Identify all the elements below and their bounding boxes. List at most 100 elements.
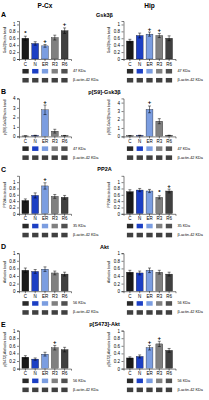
x-tick-label: R6 — [166, 216, 172, 221]
error-bar — [63, 347, 66, 352]
error-bar — [138, 188, 141, 191]
y-tick-mark — [122, 182, 124, 183]
y-tick: 1 — [117, 329, 123, 334]
y-axis: 00.20.40.60.81 — [114, 329, 124, 372]
error-bar-stem — [35, 193, 36, 198]
x-axis: CNERR3R6 — [124, 291, 176, 299]
blot-label: 56 KDa — [178, 379, 192, 383]
y-tick-mark — [122, 188, 124, 189]
y-tick-mark — [122, 276, 124, 277]
error-bar — [148, 189, 151, 192]
y-tick-mark — [17, 117, 19, 118]
x-tick-mark — [54, 136, 55, 138]
x-tick-label: ER — [42, 139, 49, 144]
blot-band — [137, 379, 143, 384]
blot-label: β-actin-42 KDa — [73, 233, 99, 237]
x-tick-label: N — [138, 62, 141, 67]
error-bar-stem — [129, 190, 130, 194]
significance-mark: + — [148, 26, 152, 32]
x-tick: C — [24, 369, 28, 377]
blot-band — [137, 78, 143, 83]
x-tick: N — [138, 291, 141, 299]
error-bar — [34, 358, 37, 360]
blot-label: 47 KDa — [178, 147, 192, 151]
error-bar — [168, 348, 171, 352]
error-bar-cap — [158, 195, 161, 196]
y-tick: 0.8 — [114, 259, 124, 264]
y-tick-label: 0.6 — [9, 266, 16, 271]
blot-band — [61, 224, 67, 229]
blot-band — [146, 388, 152, 393]
blot-band — [156, 233, 162, 238]
y-tick-mark — [17, 361, 19, 362]
bar — [146, 34, 153, 59]
y-tick: 0.8 — [9, 186, 19, 191]
bar — [32, 43, 39, 59]
y-tick-label: 0.4 — [9, 199, 16, 204]
panel-title: Akt — [100, 244, 109, 250]
x-tick-mark — [129, 214, 130, 216]
x-tick-label: R3 — [52, 216, 58, 221]
error-bar-cap — [24, 135, 27, 136]
x-tick: C — [24, 59, 28, 67]
y-tick-mark — [17, 214, 19, 215]
x-tick: C — [24, 214, 28, 222]
error-bar — [63, 28, 66, 34]
y-tick-label: 0 — [13, 289, 16, 294]
y-tick-label: 0.2 — [114, 359, 121, 364]
plot-area: 00.20.40.60.81CNERR3R6 — [114, 251, 176, 299]
y-tick-label: 0.6 — [114, 266, 121, 271]
bar — [32, 271, 39, 291]
y-tick: 0 — [117, 367, 123, 372]
x-axis: CNERR3R6 — [124, 214, 176, 222]
error-bar-cap — [34, 273, 37, 274]
y-tick-mark — [17, 38, 19, 39]
y-tick-mark — [17, 268, 19, 269]
error-bar-cap — [24, 36, 27, 37]
x-tick-label: C — [24, 371, 28, 376]
error-bar-stem — [149, 345, 150, 350]
x-tick: ER — [42, 214, 49, 222]
y-tick: 4 — [13, 96, 19, 101]
error-bar-cap — [24, 40, 27, 41]
x-tick-mark — [54, 59, 55, 61]
y-axis-title: Akt/actin band — [3, 261, 7, 283]
x-tick-label: R6 — [166, 62, 172, 67]
x-tick-mark — [169, 214, 170, 216]
blot-band — [166, 388, 172, 393]
bar-chart: 00.20.40.60.81CNERR3R6PP2A/actin band+35… — [3, 176, 99, 237]
error-bar — [158, 341, 161, 346]
y-tick-label: 0.8 — [9, 336, 16, 341]
x-tick-label: ER — [146, 139, 153, 144]
error-bar-stem — [54, 129, 55, 133]
x-tick-label: ER — [146, 216, 153, 221]
error-bar-stem — [45, 183, 46, 189]
x-tick-label: C — [24, 294, 28, 299]
x-tick-mark — [45, 136, 46, 138]
bar — [42, 186, 49, 214]
error-bar-cap — [158, 270, 161, 271]
x-tick-label: N — [34, 216, 37, 221]
bar — [166, 350, 173, 368]
y-tick-label: 0.8 — [9, 29, 16, 34]
y-tick-mark — [17, 195, 19, 196]
blot-band — [61, 379, 67, 384]
error-bar — [128, 357, 131, 359]
x-tick-mark — [139, 369, 140, 371]
error-bar-stem — [25, 199, 26, 202]
error-bar-stem — [169, 36, 170, 41]
bar — [61, 274, 68, 291]
bar — [126, 358, 133, 369]
x-tick-mark — [45, 369, 46, 371]
panel-title: PP2A — [97, 166, 111, 172]
blot-label: 47 KDa — [73, 69, 87, 73]
error-bar-cap — [158, 33, 161, 34]
x-tick-label: C — [24, 62, 28, 67]
y-tick: 0.6 — [9, 36, 19, 41]
error-bar-cap — [148, 189, 151, 190]
x-tick-mark — [149, 136, 150, 138]
error-bar-cap — [138, 274, 141, 275]
x-tick: ER — [42, 369, 49, 377]
x-tick: ER — [42, 59, 49, 67]
y-tick-mark — [122, 45, 124, 46]
